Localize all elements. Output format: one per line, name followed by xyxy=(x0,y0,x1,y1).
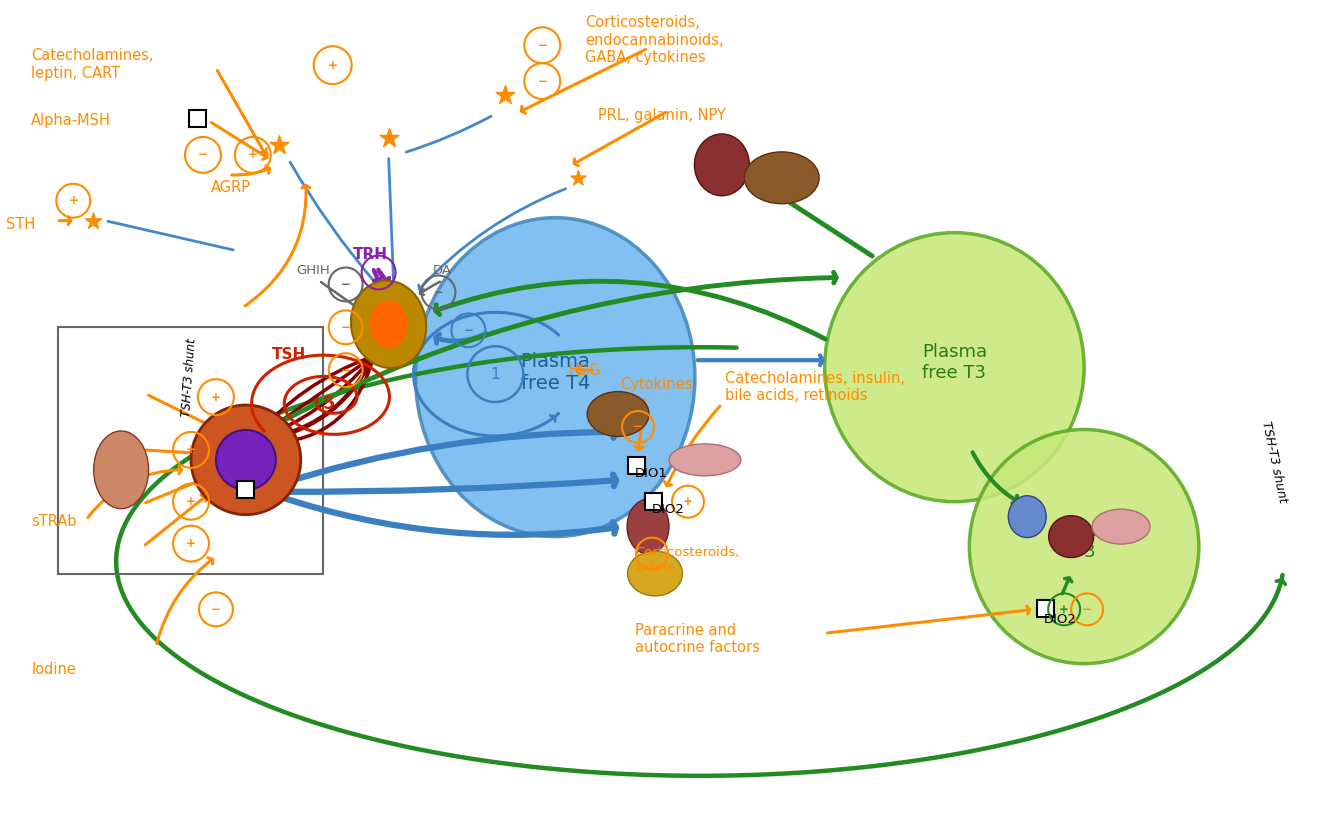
Ellipse shape xyxy=(587,392,650,437)
Text: TRH: TRH xyxy=(353,247,388,262)
Text: +: + xyxy=(187,537,196,550)
Point xyxy=(568,171,589,185)
Text: −: − xyxy=(634,420,643,433)
Text: +: + xyxy=(247,148,258,161)
Text: Alpha-MSH: Alpha-MSH xyxy=(32,113,111,128)
Text: −: − xyxy=(537,39,548,52)
Text: −: − xyxy=(1082,603,1091,616)
Text: Plasma
free T4: Plasma free T4 xyxy=(520,352,590,393)
Text: Local
T3: Local T3 xyxy=(1061,522,1107,561)
Text: −: − xyxy=(463,324,474,337)
Text: −: − xyxy=(341,364,351,377)
Text: +: + xyxy=(187,495,196,508)
Text: Plasma
free T3: Plasma free T3 xyxy=(922,343,987,382)
Circle shape xyxy=(216,430,275,490)
Ellipse shape xyxy=(1049,516,1094,557)
Ellipse shape xyxy=(351,280,426,368)
Text: −: − xyxy=(537,75,548,87)
Text: Cytokines: Cytokines xyxy=(620,377,692,392)
Ellipse shape xyxy=(627,551,683,596)
Text: Catecholamines,
leptin, CART: Catecholamines, leptin, CART xyxy=(32,48,153,81)
Text: TSH: TSH xyxy=(271,347,306,362)
Text: +: + xyxy=(328,59,337,72)
Text: −: − xyxy=(210,603,221,616)
Text: DA: DA xyxy=(433,264,452,277)
Text: GHIH: GHIH xyxy=(296,264,329,277)
Text: −: − xyxy=(341,278,351,291)
Ellipse shape xyxy=(415,218,695,537)
Text: −: − xyxy=(198,148,208,161)
Text: +: + xyxy=(1060,603,1069,616)
Ellipse shape xyxy=(824,233,1084,502)
Ellipse shape xyxy=(695,134,749,196)
Ellipse shape xyxy=(627,499,669,554)
Ellipse shape xyxy=(669,444,741,476)
Text: Iodine: Iodine xyxy=(32,661,77,676)
Text: TSH-T3 shunt: TSH-T3 shunt xyxy=(1258,420,1289,504)
Bar xyxy=(189,110,206,127)
Text: DIO2: DIO2 xyxy=(1044,613,1077,626)
Text: DIO2: DIO2 xyxy=(652,503,685,516)
Bar xyxy=(237,481,254,498)
Text: −: − xyxy=(341,321,351,334)
Ellipse shape xyxy=(1008,496,1046,537)
Point xyxy=(495,88,516,102)
Text: 5: 5 xyxy=(323,395,335,413)
Text: AGRP: AGRP xyxy=(210,181,251,196)
Text: Corticosteroids,
endocannabinoids,
GABA, cytokines: Corticosteroids, endocannabinoids, GABA,… xyxy=(585,15,724,65)
Text: +: + xyxy=(373,266,384,279)
Text: STH: STH xyxy=(7,217,36,232)
Text: 1: 1 xyxy=(491,367,500,382)
Point xyxy=(82,214,103,227)
Point xyxy=(378,131,400,145)
Text: +: + xyxy=(69,194,78,207)
Text: Catecholamines, insulin,
bile acids, retinoids: Catecholamines, insulin, bile acids, ret… xyxy=(725,371,905,404)
Text: +: + xyxy=(187,443,196,457)
Bar xyxy=(1037,601,1054,617)
Ellipse shape xyxy=(369,300,407,349)
Ellipse shape xyxy=(1091,509,1150,544)
Text: TSH-T3 shunt: TSH-T3 shunt xyxy=(180,338,198,417)
Ellipse shape xyxy=(94,431,148,508)
Text: DIO1: DIO1 xyxy=(635,468,668,480)
Bar xyxy=(646,493,662,510)
Ellipse shape xyxy=(745,152,819,204)
Point xyxy=(269,138,290,151)
Bar xyxy=(628,457,646,473)
Text: −: − xyxy=(434,286,443,299)
Text: Paracrine and
autocrine factors: Paracrine and autocrine factors xyxy=(635,623,759,656)
Ellipse shape xyxy=(970,429,1199,664)
Text: Corticosteroids,
iodine: Corticosteroids, iodine xyxy=(635,546,740,573)
Text: PRL, galanin, NPY: PRL, galanin, NPY xyxy=(598,107,726,122)
Text: sTRAb: sTRAb xyxy=(32,514,77,529)
Text: +: + xyxy=(683,495,693,508)
Text: −: − xyxy=(647,547,658,560)
Text: HCG: HCG xyxy=(568,363,601,378)
Circle shape xyxy=(191,405,300,515)
Text: +: + xyxy=(210,390,221,404)
